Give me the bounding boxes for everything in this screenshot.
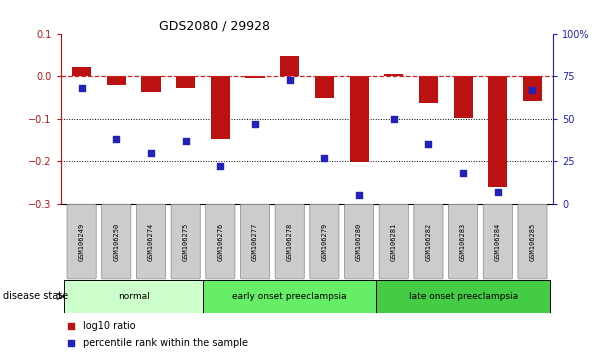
FancyBboxPatch shape	[449, 204, 478, 279]
Text: GSM106278: GSM106278	[287, 222, 292, 261]
Bar	[176, 76, 195, 88]
Text: early onset preeclampsia: early onset preeclampsia	[232, 292, 347, 301]
Point	[250, 121, 260, 126]
FancyBboxPatch shape	[345, 204, 374, 279]
Point	[285, 77, 294, 82]
Text: log10 ratio: log10 ratio	[83, 321, 136, 331]
Point	[181, 138, 190, 143]
Text: GSM106249: GSM106249	[78, 222, 85, 261]
Point	[493, 189, 503, 194]
Text: GSM106283: GSM106283	[460, 222, 466, 261]
Point	[458, 170, 468, 176]
Text: GSM106277: GSM106277	[252, 222, 258, 261]
Text: GSM106276: GSM106276	[217, 222, 223, 261]
Bar	[280, 56, 299, 76]
Bar	[246, 76, 264, 78]
Text: late onset preeclampsia: late onset preeclampsia	[409, 292, 517, 301]
FancyBboxPatch shape	[171, 204, 200, 279]
Bar	[203, 280, 376, 313]
Bar	[142, 76, 161, 92]
Point	[146, 150, 156, 155]
Bar	[107, 76, 126, 85]
Point	[528, 87, 537, 92]
FancyBboxPatch shape	[206, 204, 235, 279]
FancyBboxPatch shape	[483, 204, 513, 279]
Text: GSM106282: GSM106282	[426, 222, 432, 261]
Bar	[64, 280, 203, 313]
Point	[320, 155, 330, 160]
Point	[77, 85, 86, 91]
Text: GSM106284: GSM106284	[495, 222, 501, 261]
Bar	[454, 76, 472, 118]
Bar	[350, 76, 368, 162]
Point	[389, 116, 399, 121]
FancyBboxPatch shape	[518, 204, 547, 279]
Text: GSM106250: GSM106250	[113, 222, 119, 261]
FancyBboxPatch shape	[275, 204, 304, 279]
Text: GSM106275: GSM106275	[182, 222, 188, 261]
FancyBboxPatch shape	[240, 204, 269, 279]
FancyBboxPatch shape	[136, 204, 165, 279]
Text: percentile rank within the sample: percentile rank within the sample	[83, 338, 248, 348]
Point	[424, 141, 434, 147]
Point	[66, 340, 75, 346]
Bar	[419, 76, 438, 103]
Bar	[376, 280, 550, 313]
Text: GSM106279: GSM106279	[322, 222, 327, 261]
Text: normal: normal	[118, 292, 150, 301]
Text: GSM106280: GSM106280	[356, 222, 362, 261]
FancyBboxPatch shape	[414, 204, 443, 279]
Text: GSM106274: GSM106274	[148, 222, 154, 261]
Text: GSM106281: GSM106281	[391, 222, 397, 261]
Bar	[211, 76, 230, 139]
Bar	[384, 74, 403, 76]
FancyBboxPatch shape	[102, 204, 131, 279]
Text: GDS2080 / 29928: GDS2080 / 29928	[159, 19, 271, 33]
Bar	[72, 67, 91, 76]
Point	[354, 192, 364, 198]
Bar	[315, 76, 334, 98]
Point	[215, 163, 225, 169]
Point	[66, 324, 75, 329]
FancyBboxPatch shape	[379, 204, 409, 279]
FancyBboxPatch shape	[67, 204, 96, 279]
Text: disease state: disease state	[3, 291, 68, 302]
Bar	[488, 76, 507, 187]
Text: GSM106285: GSM106285	[530, 222, 536, 261]
FancyBboxPatch shape	[310, 204, 339, 279]
Point	[111, 136, 121, 142]
Bar	[523, 76, 542, 101]
